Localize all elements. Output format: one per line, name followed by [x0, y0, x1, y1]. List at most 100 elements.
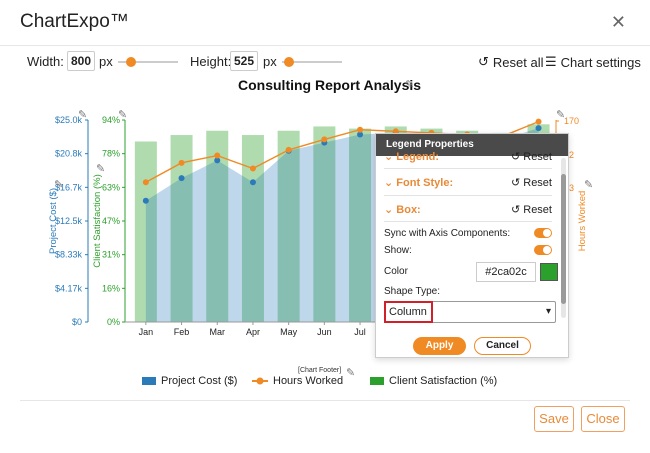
show-toggle[interactable]	[534, 245, 552, 255]
sync-label: Sync with Axis Components:	[384, 228, 511, 239]
size-toolbar: Width: 800 px Height: 525 px ↺ Reset all…	[0, 50, 650, 74]
satisfaction-bar-apr	[241, 135, 264, 322]
box-reset-button[interactable]: ↺ Reset	[510, 204, 552, 216]
legend-label: Hours Worked	[273, 375, 344, 387]
box-section[interactable]: ⌄ Box: ↺ Reset	[384, 203, 552, 216]
satisfaction-tick-label: 47%	[102, 216, 120, 226]
cost-tick-label: $16.7k	[55, 182, 83, 192]
cost-tick-label: $20.8k	[55, 149, 83, 159]
cost-tick-label: $25.0k	[55, 115, 83, 125]
shape-type-select[interactable]: Column ▾	[384, 301, 556, 323]
legend-item-project-cost[interactable]: Project Cost ($)	[142, 375, 237, 387]
legend-label: Project Cost ($)	[161, 375, 238, 387]
cost-point-dec	[535, 125, 542, 132]
reset-label: Reset	[523, 177, 552, 189]
edit-footer-icon[interactable]: ✎	[346, 367, 356, 379]
edit-cost-label-icon[interactable]: ✎	[54, 179, 64, 191]
height-input[interactable]: 525	[230, 51, 258, 71]
reset-icon: ↺	[478, 54, 489, 69]
edit-hours-label-icon[interactable]: ✎	[584, 179, 594, 191]
height-label: Height:	[190, 54, 232, 69]
color-row: Color #2ca02c	[384, 262, 558, 284]
hours-point-mar	[214, 152, 221, 159]
height-slider-knob[interactable]	[284, 57, 294, 67]
chevron-down-icon: ⌄	[384, 151, 394, 163]
apply-button[interactable]: Apply	[413, 337, 466, 355]
chart-settings-button[interactable]: ☰ Chart settings	[545, 54, 641, 70]
legend-item-client-satisfaction[interactable]: Client Satisfaction (%)	[370, 375, 497, 387]
hours-point-jan	[142, 179, 149, 186]
width-unit: px	[99, 54, 113, 69]
x-tick-label-jul: Jul	[354, 327, 366, 337]
height-unit: px	[263, 54, 277, 69]
legend-properties-panel: Legend Properties ⌄ Legend: ↺ Reset ⌄ Fo…	[375, 133, 569, 358]
hours-point-feb	[178, 159, 185, 166]
hours-point-aug	[392, 128, 399, 135]
selection-highlight	[384, 301, 433, 323]
footer-divider	[20, 400, 630, 401]
app-title: ChartExpo™	[20, 11, 129, 32]
satisfaction-bar-mar	[206, 130, 229, 322]
legend-swatch-hours	[252, 377, 268, 385]
sync-toggle[interactable]	[534, 228, 552, 238]
save-button[interactable]: Save	[534, 406, 574, 432]
x-tick-label-may: May	[280, 327, 298, 337]
edit-title-icon[interactable]: ✎	[405, 79, 415, 91]
x-tick-label-apr: Apr	[246, 327, 260, 337]
edit-hours-axis-icon[interactable]: ✎	[556, 109, 566, 121]
divider	[384, 195, 552, 196]
hours-tick-label: 13	[564, 183, 574, 193]
legend-section-label: Legend:	[396, 151, 440, 163]
cost-tick-label: $4.17k	[55, 283, 83, 293]
x-tick-label-feb: Feb	[174, 327, 190, 337]
color-label: Color	[384, 266, 408, 277]
hours-axis-title: Hours Worked	[577, 191, 588, 252]
box-section-label: Box:	[396, 204, 421, 216]
chevron-down-icon: ⌄	[384, 177, 394, 189]
legend-swatch-satisfaction	[370, 377, 384, 385]
legend-reset-button[interactable]: ↺ Reset	[510, 151, 552, 163]
close-icon[interactable]: ✕	[610, 12, 626, 32]
satisfaction-bar-may	[277, 130, 300, 322]
scrollbar-thumb[interactable]	[561, 174, 566, 304]
font-style-reset-button[interactable]: ↺ Reset	[510, 177, 552, 189]
satisfaction-tick-label: 31%	[102, 250, 120, 260]
reset-label: Reset	[523, 204, 552, 216]
cancel-button[interactable]: Cancel	[474, 337, 531, 355]
panel-scrollbar[interactable]	[561, 158, 566, 318]
cost-point-jul	[357, 131, 364, 138]
panel-title: Legend Properties	[376, 134, 568, 156]
shape-type-value: Column	[389, 306, 427, 318]
width-slider[interactable]	[118, 57, 178, 67]
hours-point-jul	[357, 126, 364, 133]
x-tick-label-jan: Jan	[139, 327, 154, 337]
close-button[interactable]: Close	[581, 406, 625, 432]
chevron-down-icon: ⌄	[384, 204, 394, 216]
chart-settings-label: Chart settings	[560, 54, 641, 70]
color-swatch[interactable]	[540, 263, 558, 281]
chart-footer-placeholder[interactable]: [Chart Footer]	[298, 367, 342, 374]
cost-tick-label: $0	[72, 317, 82, 327]
edit-satisfaction-axis-icon[interactable]: ✎	[118, 109, 128, 121]
legend-section[interactable]: ⌄ Legend: ↺ Reset	[384, 150, 552, 163]
divider	[384, 168, 552, 169]
shape-type-label: Shape Type:	[384, 286, 440, 297]
width-slider-knob[interactable]	[126, 57, 136, 67]
cost-point-mar	[214, 157, 221, 164]
hours-point-may	[285, 146, 292, 153]
reset-all-label: Reset all	[492, 54, 544, 70]
height-slider[interactable]	[282, 57, 342, 67]
legend-label: Client Satisfaction (%)	[389, 375, 498, 387]
satisfaction-tick-label: 78%	[102, 149, 120, 159]
hours-point-jun	[321, 136, 328, 143]
width-input[interactable]: 800	[67, 51, 95, 71]
hours-tick-label: 170	[564, 116, 579, 126]
edit-cost-axis-icon[interactable]: ✎	[78, 109, 88, 121]
legend-item-hours-worked[interactable]: Hours Worked	[252, 375, 343, 387]
chevron-down-icon: ▾	[545, 306, 551, 317]
edit-satisfaction-label-icon[interactable]: ✎	[96, 163, 106, 175]
font-style-section[interactable]: ⌄ Font Style: ↺ Reset	[384, 176, 552, 189]
color-hex-input[interactable]: #2ca02c	[476, 262, 536, 282]
chart-title[interactable]: Consulting Report Analysis	[238, 77, 422, 93]
reset-all-button[interactable]: ↺ Reset all	[478, 54, 543, 70]
